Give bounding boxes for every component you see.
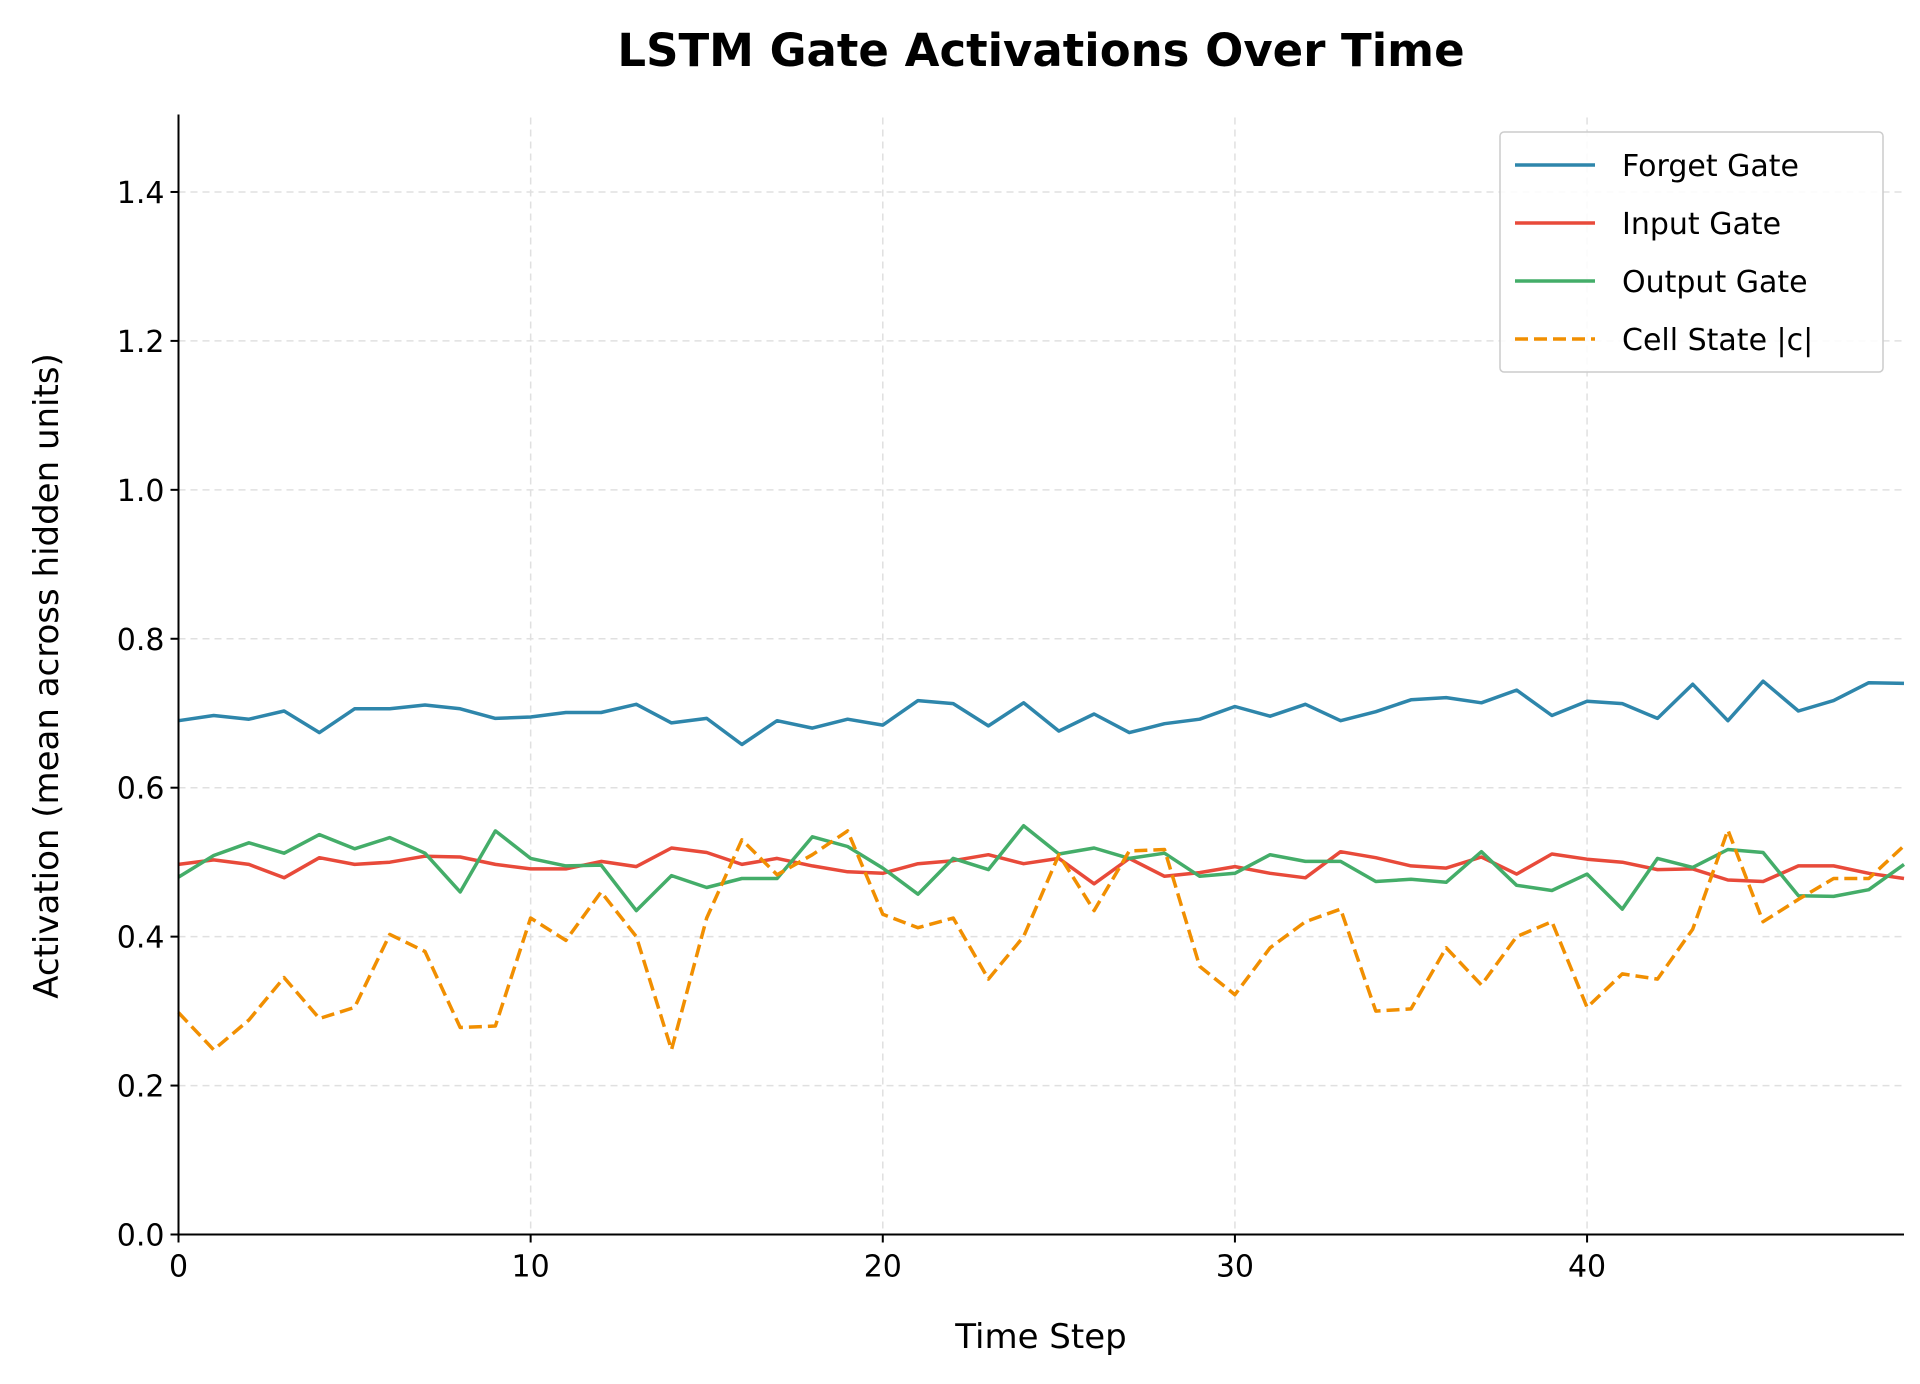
x-tick-label: 40: [1568, 1250, 1606, 1285]
legend-label: Cell State |c|: [1622, 323, 1813, 358]
legend-label: Forget Gate: [1622, 149, 1799, 184]
series-lines: [177, 679, 1906, 1052]
x-tick-label: 10: [512, 1250, 550, 1285]
y-tick-label: 0.2: [117, 1070, 165, 1105]
x-tick-label: 0: [169, 1250, 188, 1285]
legend: Forget Gate Input Gate Output Gate Cell Sta…: [1499, 131, 1884, 373]
y-tick-label: 1.4: [117, 176, 165, 211]
y-tick-label: 0.4: [117, 921, 165, 956]
series-line-output-gate: [177, 823, 1906, 913]
series-line-input-gate: [178, 846, 1905, 886]
y-tick-label: 0.8: [117, 623, 165, 658]
axes: [170, 114, 1904, 1243]
y-axis-label: Activation (mean across hidden units): [27, 353, 67, 999]
chart-title: LSTM Gate Activations Over Time: [617, 24, 1464, 77]
x-tick-label: 30: [1216, 1250, 1254, 1285]
y-tick-label: 1.0: [117, 474, 165, 509]
y-tick-label: 0.0: [117, 1219, 165, 1254]
y-tick-label: 1.2: [117, 325, 165, 360]
x-axis-label: Time Step: [954, 1317, 1126, 1357]
legend-label: Input Gate: [1622, 207, 1781, 242]
series-line-forget-gate: [178, 679, 1905, 747]
legend-box: [1499, 131, 1884, 373]
x-tick-label: 20: [864, 1250, 902, 1285]
y-tick-label: 0.6: [117, 772, 165, 807]
legend-label: Output Gate: [1622, 265, 1808, 300]
tick-labels: 0.0 0.2 0.4 0.6 0.8 1.0 1.2 1.4 0 10 20 30 40: [117, 176, 1606, 1285]
series-line-cell-state-c: [177, 828, 1906, 1052]
